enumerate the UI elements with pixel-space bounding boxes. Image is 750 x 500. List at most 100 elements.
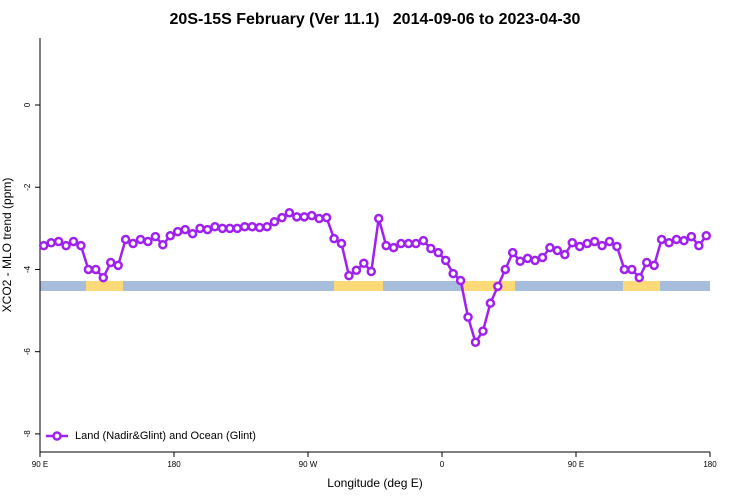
data-point (262, 221, 272, 232)
x-tick-label: 180 (703, 460, 717, 469)
data-point (671, 234, 682, 245)
data-point (388, 242, 399, 253)
data-point (284, 207, 295, 218)
data-point (113, 260, 123, 271)
data-point (53, 236, 64, 247)
data-point (604, 236, 615, 247)
data-point (530, 255, 540, 266)
y-tick-label: 0 (23, 102, 32, 107)
data-point (433, 247, 444, 258)
data-point (381, 240, 391, 251)
data-point (679, 235, 689, 246)
data-point (627, 264, 637, 275)
data-point (143, 236, 153, 247)
data-point (649, 260, 659, 271)
data-point (210, 221, 220, 232)
data-point (522, 253, 533, 264)
y-tick-label: -4 (23, 265, 32, 273)
surface-band (40, 281, 710, 291)
data-point (232, 223, 243, 234)
data-point (187, 228, 198, 239)
data-point (329, 233, 339, 244)
data-point (254, 222, 265, 233)
data-point (158, 240, 168, 250)
data-point (574, 241, 585, 252)
x-tick-label: 90 E (568, 460, 584, 469)
data-point (239, 221, 250, 232)
data-point (195, 223, 205, 234)
y-tick-label: -6 (23, 348, 32, 356)
data-point (470, 337, 481, 347)
data-point (314, 213, 324, 224)
x-tick-label: 180 (167, 460, 181, 469)
data-point (634, 272, 645, 283)
data-point (545, 242, 555, 253)
data-point (373, 213, 384, 224)
x-tick-label: 90 W (299, 460, 318, 469)
data-point (247, 221, 257, 232)
data-point (225, 223, 235, 234)
data-point (105, 257, 116, 268)
x-tick-label: 90 E (32, 460, 48, 469)
data-point (515, 256, 525, 266)
data-point (217, 223, 228, 234)
data-point (478, 326, 488, 336)
data-point (396, 238, 406, 249)
data-point (269, 217, 280, 227)
data-point (694, 240, 704, 251)
data-point (292, 212, 302, 222)
data-point (38, 240, 49, 251)
x-tick-label: 0 (440, 460, 445, 469)
data-point (619, 264, 630, 275)
data-point (455, 275, 466, 286)
data-point (463, 312, 473, 322)
data-point (597, 240, 607, 251)
land-band (623, 281, 660, 291)
legend-swatch-marker (52, 431, 62, 441)
data-point (507, 247, 518, 258)
data-point (448, 268, 458, 279)
data-point (656, 234, 667, 245)
data-point (612, 241, 622, 252)
chart-title: 20S-15S February (Ver 11.1) 2014-09-06 t… (170, 11, 581, 28)
data-point (299, 212, 310, 222)
data-point (202, 224, 213, 235)
data-point (336, 238, 347, 249)
land-band (334, 281, 383, 291)
data-point (135, 234, 146, 245)
data-point (582, 238, 592, 249)
land-band (464, 281, 515, 291)
data-point (560, 249, 570, 260)
data-point (359, 258, 369, 269)
data-point (351, 265, 362, 276)
data-point (98, 272, 109, 283)
data-point (91, 264, 101, 275)
y-tick-label: -8 (23, 430, 32, 438)
data-point (172, 226, 183, 237)
data-point (403, 238, 414, 249)
data-point (552, 245, 563, 256)
data-point (686, 231, 697, 242)
data-point (150, 231, 161, 242)
data-point (83, 264, 94, 275)
y-axis-label: XCO2 - MLO trend (ppm) (0, 178, 14, 313)
data-point (61, 240, 71, 251)
data-point (411, 238, 421, 249)
data-point (485, 298, 496, 308)
data-point (68, 236, 79, 247)
data-point (180, 224, 190, 235)
data-point (76, 240, 86, 251)
data-point (537, 252, 548, 263)
y-tick-label: -2 (23, 183, 32, 191)
data-point (641, 257, 652, 268)
data-point (440, 255, 451, 266)
data-point (366, 266, 377, 277)
data-point (493, 281, 503, 292)
data-point (128, 238, 138, 249)
data-point (321, 212, 332, 223)
data-point (701, 230, 712, 241)
data-point (426, 243, 436, 254)
data-point (165, 230, 176, 241)
data-point (589, 236, 600, 247)
